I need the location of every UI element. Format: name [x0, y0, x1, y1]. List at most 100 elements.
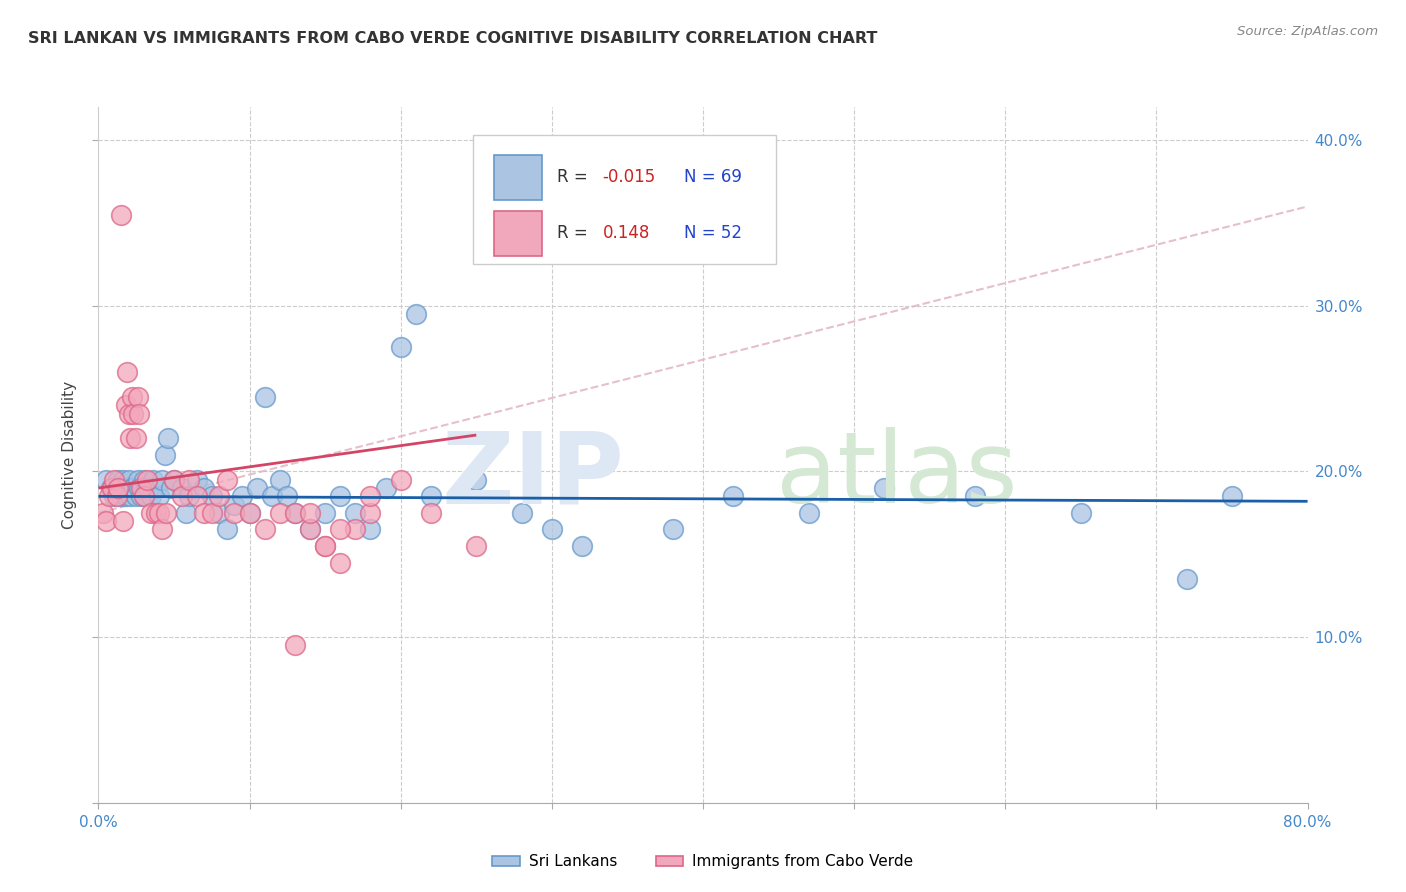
Point	[156, 431, 179, 445]
Point	[723, 489, 745, 503]
Point	[129, 489, 152, 503]
FancyBboxPatch shape	[474, 135, 776, 263]
Point	[111, 473, 134, 487]
Point	[107, 473, 129, 487]
Point	[118, 473, 141, 487]
Point	[389, 340, 412, 354]
Point	[91, 506, 114, 520]
Point	[269, 473, 291, 487]
Point	[155, 506, 177, 520]
Point	[132, 473, 155, 487]
Point	[179, 473, 201, 487]
Point	[127, 473, 149, 487]
Text: 0.148: 0.148	[603, 224, 650, 243]
Point	[128, 481, 150, 495]
Point	[163, 473, 186, 487]
Point	[246, 481, 269, 495]
Y-axis label: Cognitive Disability: Cognitive Disability	[62, 381, 77, 529]
Point	[239, 506, 262, 520]
Point	[540, 523, 562, 537]
Point	[103, 489, 125, 503]
Point	[131, 481, 153, 495]
Point	[105, 481, 128, 495]
Point	[873, 481, 896, 495]
Point	[105, 489, 128, 503]
Point	[127, 390, 149, 404]
Point	[193, 506, 215, 520]
Text: SRI LANKAN VS IMMIGRANTS FROM CABO VERDE COGNITIVE DISABILITY CORRELATION CHART: SRI LANKAN VS IMMIGRANTS FROM CABO VERDE…	[28, 31, 877, 46]
Point	[360, 523, 382, 537]
Point	[120, 431, 142, 445]
Point	[170, 481, 193, 495]
Point	[129, 481, 152, 495]
Point	[201, 489, 224, 503]
Text: R =: R =	[557, 169, 593, 186]
Point	[374, 481, 396, 495]
Point	[299, 523, 322, 537]
Point	[170, 489, 193, 503]
Point	[344, 523, 367, 537]
Point	[360, 489, 382, 503]
Point	[141, 506, 163, 520]
Point	[284, 506, 307, 520]
Point	[122, 407, 145, 421]
Point	[148, 489, 170, 503]
Point	[329, 556, 352, 570]
Point	[94, 473, 117, 487]
Point	[299, 506, 322, 520]
Text: atlas: atlas	[776, 427, 1017, 524]
Point	[186, 473, 208, 487]
Point	[121, 481, 143, 495]
Point	[134, 489, 156, 503]
Point	[150, 523, 173, 537]
Point	[118, 407, 141, 421]
Point	[115, 481, 138, 495]
Point	[360, 506, 382, 520]
Point	[101, 481, 124, 495]
Point	[420, 506, 443, 520]
Point	[276, 489, 298, 503]
Point	[111, 514, 134, 528]
Point	[148, 506, 170, 520]
Point	[510, 506, 533, 520]
Point	[253, 523, 276, 537]
Point	[110, 208, 132, 222]
Point	[465, 473, 488, 487]
Point	[208, 506, 231, 520]
Point	[239, 506, 262, 520]
Text: N = 52: N = 52	[683, 224, 741, 243]
Point	[314, 506, 336, 520]
Point	[114, 489, 136, 503]
Point	[420, 489, 443, 503]
Text: R =: R =	[557, 224, 598, 243]
Point	[193, 481, 215, 495]
Point	[135, 473, 157, 487]
Point	[299, 523, 322, 537]
Point	[122, 481, 145, 495]
Point	[160, 481, 183, 495]
Point	[107, 481, 129, 495]
Point	[163, 473, 186, 487]
Point	[141, 489, 163, 503]
Bar	[494, 211, 543, 256]
Point	[128, 407, 150, 421]
Point	[174, 506, 197, 520]
Point	[94, 514, 117, 528]
Point	[1220, 489, 1243, 503]
Point	[120, 489, 142, 503]
Point	[344, 506, 367, 520]
Point	[125, 489, 148, 503]
Point	[1175, 572, 1198, 586]
Text: N = 69: N = 69	[683, 169, 741, 186]
Text: ZIP: ZIP	[441, 427, 624, 524]
Point	[1070, 506, 1092, 520]
Point	[797, 506, 820, 520]
Point	[405, 307, 427, 321]
Point	[103, 473, 125, 487]
Point	[135, 481, 157, 495]
Point	[150, 473, 173, 487]
Point	[269, 506, 291, 520]
Point	[153, 448, 176, 462]
Point	[571, 539, 593, 553]
Point	[142, 473, 165, 487]
